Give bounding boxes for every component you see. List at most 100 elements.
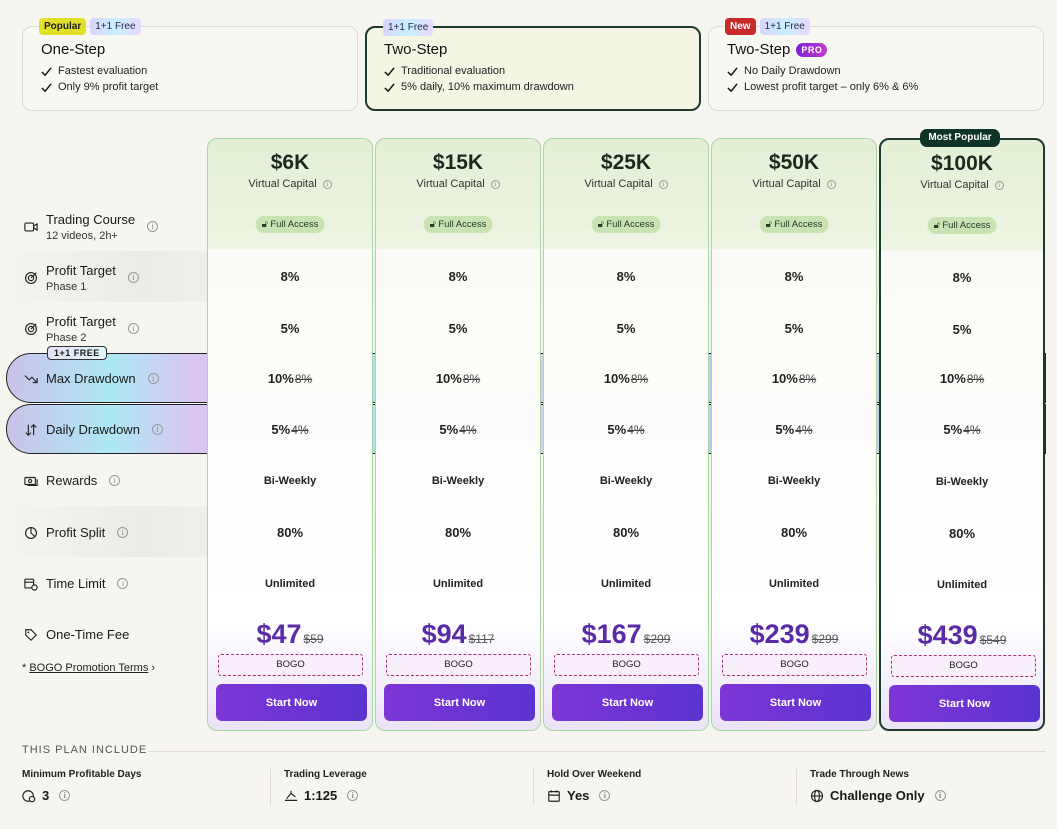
info-icon[interactable]: i [59,790,71,801]
plan-feature: 5% daily, 10% maximum drawdown [401,81,574,93]
info-icon[interactable]: i [151,424,163,435]
info-icon[interactable]: i [127,323,139,334]
free-tag: 1+1 FREE [47,346,107,360]
check-icon [727,66,738,76]
free-badge: 1+1 Free [383,19,434,36]
max-drawdown-value: 10%8% [267,371,313,386]
info-icon[interactable]: i [347,790,359,801]
rewards-value: Bi-Weekly [599,475,653,487]
profit-target-phase2-value: 5% [448,321,468,336]
info-icon[interactable]: i [826,179,836,189]
daily-drawdown-value: 5%4% [943,422,981,437]
bogo-terms-link[interactable]: * BOGO Promotion Terms › [22,662,156,674]
check-icon [384,66,395,76]
profit-target-phase1-value: 8% [784,269,804,284]
start-now-button[interactable]: Start Now [216,684,367,721]
info-icon[interactable]: i [109,475,121,486]
full-access-badge: 🔓︎ Full Access [423,216,493,233]
calendar-clock-icon [24,578,38,591]
daily-drawdown-value: 5%4% [271,422,309,437]
fee-price: $239 [749,619,810,649]
max-drawdown-old-value: 8% [798,372,817,386]
includes-title: THIS PLAN INCLUDE [22,744,148,756]
daily-drawdown-value: 5%4% [775,422,813,437]
daily-drawdown-old-value: 4% [963,423,981,437]
profit-split-value: 80% [612,525,640,540]
account-size: $25K [600,151,652,174]
start-now-button[interactable]: Start Now [384,684,535,721]
account-column: $50K Virtual Capital i 🔓︎ Full Access 8% 5% Bi… [711,138,877,731]
virtual-capital-label: Virtual Capital [584,178,653,190]
info-icon[interactable]: i [490,179,500,189]
row-label-max-drawdown: Max Drawdown i [24,371,159,386]
virtual-capital-label: Virtual Capital [752,178,821,190]
account-size: $50K [768,151,820,174]
max-drawdown-value: 10%8% [435,371,481,386]
info-icon[interactable]: i [127,272,139,283]
fee: $167 $209 [544,619,708,650]
start-now-button[interactable]: Start Now [889,685,1040,722]
daily-drawdown-value: 5%4% [439,422,477,437]
lock-icon: 🔓︎ [597,219,604,230]
account-column: $100K Virtual Capital i 🔓︎ Full Access 8% 5% B… [879,138,1045,731]
plan-name: One-Step [41,41,106,58]
max-drawdown-old-value: 8% [462,372,481,386]
info-icon[interactable]: i [147,373,159,384]
info-icon[interactable]: i [147,221,159,232]
bogo-badge: BOGO [891,655,1036,677]
info-icon[interactable]: i [117,527,129,538]
rewards-value: Bi-Weekly [431,475,485,487]
info-icon[interactable]: i [658,179,668,189]
divider [533,769,534,805]
plan-card-two-step[interactable]: 1+1 Free Two-Step Traditional evaluation… [365,19,701,111]
target-icon [25,271,37,284]
full-access-badge: 🔓︎ Full Access [927,217,997,234]
leverage-icon [284,790,298,801]
max-drawdown-value: 10%8% [771,371,817,386]
profit-split-value: 80% [444,525,472,540]
plan-card-two-step-pro[interactable]: New 1+1 Free Two-Step PRO No Daily Drawdo… [708,18,1044,111]
daily-drawdown-old-value: 4% [627,423,645,437]
max-drawdown-value: 10%8% [939,371,985,386]
full-access-badge: 🔓︎ Full Access [591,216,661,233]
account-column: $25K Virtual Capital i 🔓︎ Full Access 8% 5% Bi… [543,138,709,731]
daily-drawdown-old-value: 4% [795,423,813,437]
lock-icon: 🔓︎ [933,220,940,231]
plan-name: Two-Step [727,41,791,58]
free-badge: 1+1 Free [759,18,810,35]
most-popular-badge: Most Popular [920,129,1000,147]
plan-feature: Lowest profit target – only 6% & 6% [744,81,919,93]
account-size: $6K [270,151,310,174]
plan-name: Two-Step [384,41,448,58]
start-now-button[interactable]: Start Now [720,684,871,721]
virtual-capital-label: Virtual Capital [416,178,485,190]
profit-target-phase1-value: 8% [616,269,636,284]
profit-split-value: 80% [276,525,304,540]
fee: $439 $549 [881,620,1043,651]
info-icon[interactable]: i [934,790,946,801]
account-size: $100K [931,152,993,175]
fee: $94 $117 [376,619,540,650]
check-icon [384,82,395,92]
start-now-button[interactable]: Start Now [552,684,703,721]
fee: $47 $59 [208,619,372,650]
profit-target-phase1-value: 8% [448,269,468,284]
row-label-profit-target-1: Profit Target Phase 1 i [24,262,139,293]
info-icon[interactable]: i [994,180,1004,190]
profit-split-value: 80% [780,525,808,540]
include-news: Trade Through News Challenge Only i [810,769,1057,803]
coin-clock-icon [22,789,36,802]
account-column: $15K Virtual Capital i 🔓︎ Full Access 8% 5% Bi… [375,138,541,731]
info-icon[interactable]: i [117,578,129,589]
time-limit-value: Unlimited [768,578,820,590]
fee-old-price: $299 [811,632,839,646]
full-access-badge: 🔓︎ Full Access [255,216,325,233]
lock-icon: 🔓︎ [765,219,772,230]
plan-card-one-step[interactable]: Popular 1+1 Free One-Step Fastest evalua… [22,18,358,111]
info-icon[interactable]: i [322,179,332,189]
info-icon[interactable]: i [599,790,611,801]
plan-feature: Only 9% profit target [58,81,159,93]
row-label-profit-split: Profit Split i [24,525,129,540]
divider [796,769,797,805]
